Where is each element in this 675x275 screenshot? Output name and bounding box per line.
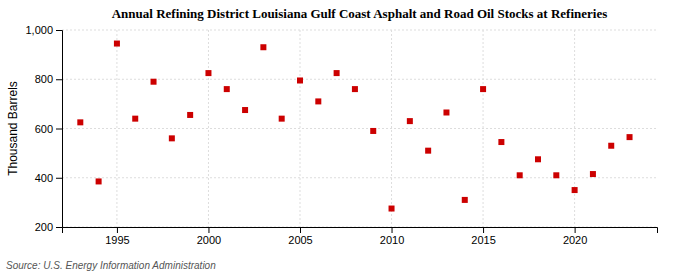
x-axis-tick-mark — [300, 227, 301, 233]
x-axis-tick-mark — [392, 227, 393, 233]
y-axis-tick-label: 800 — [35, 73, 53, 85]
x-axis-tick-label: 2010 — [380, 234, 404, 246]
point — [297, 77, 303, 83]
point — [224, 86, 230, 92]
x-axis-tick-mark — [208, 227, 209, 233]
point — [205, 70, 211, 76]
point — [114, 41, 120, 47]
y-axis-tick-mark — [56, 30, 62, 31]
y-axis-line — [56, 31, 63, 228]
point — [96, 178, 102, 184]
point — [334, 70, 340, 76]
point — [242, 107, 248, 113]
point — [132, 116, 138, 122]
y-axis-title: Thousand Barrels — [6, 81, 20, 176]
chart: 1995 2000 2005 2010 2015 2020 200 400 600 800 1,00… — [0, 0, 675, 275]
x-axis: 1995 2000 2005 2010 2015 2020 — [63, 227, 658, 246]
point — [443, 109, 449, 115]
point — [425, 148, 431, 154]
point — [608, 143, 614, 149]
y-axis-tick-mark — [56, 227, 62, 228]
point — [370, 128, 376, 134]
point — [462, 197, 468, 203]
y-axis-tick-mark — [56, 178, 62, 179]
y-axis-tick-mark — [56, 79, 62, 80]
y-grid-line — [62, 128, 657, 129]
title: Annual Refining District Louisiana Gulf … — [112, 6, 608, 21]
x-axis-tick: 2010 — [380, 227, 404, 246]
point — [187, 112, 193, 118]
point — [260, 44, 266, 50]
point — [553, 172, 559, 178]
y-grid-line — [62, 30, 657, 31]
x-grid-line — [116, 30, 117, 227]
point — [315, 98, 321, 104]
y-axis-tick-label: 600 — [35, 123, 53, 135]
x-axis-tick-label: 2005 — [288, 234, 312, 246]
x-axis-tick-mark — [575, 227, 576, 233]
y-axis-tick: 800 — [35, 73, 62, 85]
point — [169, 135, 175, 141]
y-axis-tick: 200 — [35, 221, 62, 233]
y-axis: 200 400 600 800 1,000 — [25, 24, 62, 233]
x-axis-tick: 2000 — [197, 227, 221, 246]
x-grid-line — [208, 30, 209, 227]
point — [151, 79, 157, 85]
point — [407, 118, 413, 124]
point — [480, 86, 486, 92]
y-axis-tick-label: 400 — [35, 172, 53, 184]
point — [279, 116, 285, 122]
y-axis-tick: 600 — [35, 123, 62, 135]
point — [535, 156, 541, 162]
point — [590, 171, 596, 177]
point — [352, 86, 358, 92]
x-axis-tick: 2020 — [563, 227, 587, 246]
y-axis-tick-mark — [56, 129, 62, 130]
point — [77, 119, 83, 125]
point — [572, 187, 578, 193]
point — [498, 139, 504, 145]
x-axis-tick-label: 2020 — [563, 234, 587, 246]
source-note: Source: U.S. Energy Information Administ… — [6, 260, 216, 271]
y-axis-tick: 1,000 — [25, 24, 62, 36]
points — [77, 41, 632, 212]
x-axis-tick-mark — [483, 227, 484, 233]
y-axis-tick-label: 200 — [35, 221, 53, 233]
y-grid-line — [62, 177, 657, 178]
x-axis-tick-mark — [117, 227, 118, 233]
x-axis-tick-label: 1995 — [105, 234, 129, 246]
y-axis-tick-label: 1,000 — [25, 24, 53, 36]
grid — [62, 30, 657, 227]
point — [627, 134, 633, 140]
y-axis-tick: 400 — [35, 172, 62, 184]
x-axis-tick: 2015 — [471, 227, 495, 246]
plot-area: 1995 2000 2005 2010 2015 2020 200 400 600 800 1,00… — [25, 24, 657, 246]
x-axis-tick: 1995 — [105, 227, 129, 246]
point — [517, 172, 523, 178]
x-axis-line — [63, 228, 658, 234]
x-axis-tick: 2005 — [288, 227, 312, 246]
x-axis-tick-label: 2000 — [197, 234, 221, 246]
x-axis-tick-label: 2015 — [471, 234, 495, 246]
point — [389, 206, 395, 212]
